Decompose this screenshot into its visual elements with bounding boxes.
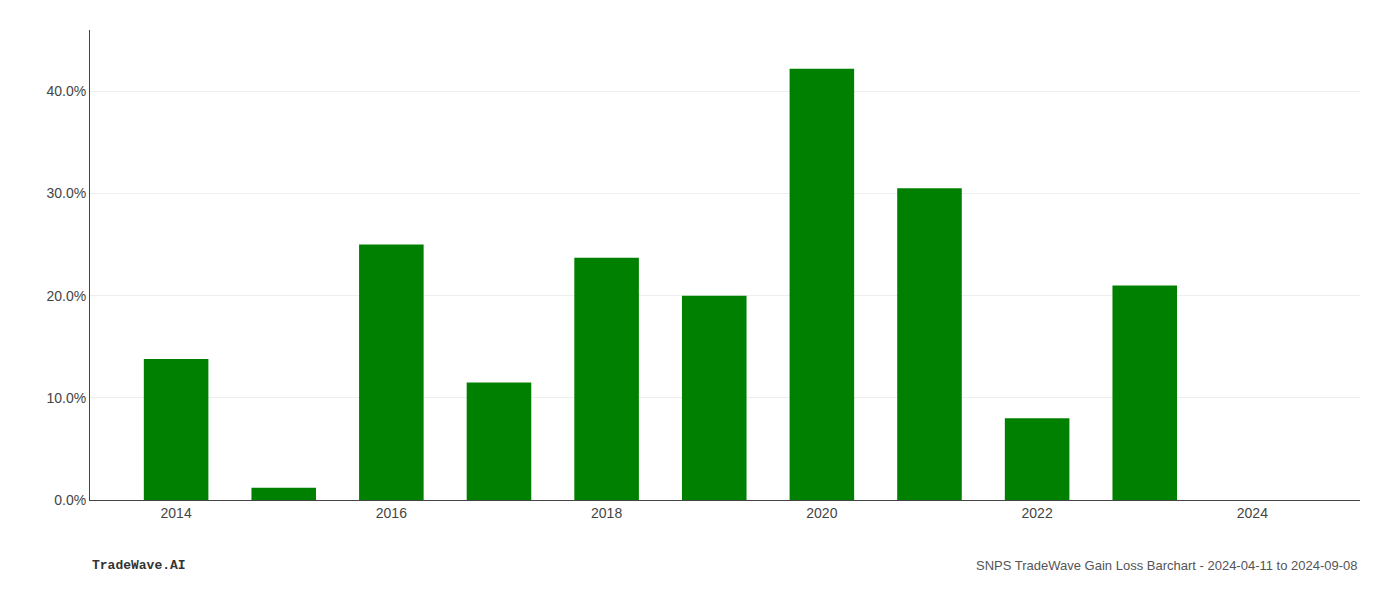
svg-text:10.0%: 10.0% (46, 390, 86, 406)
svg-text:2022: 2022 (1022, 505, 1053, 521)
svg-text:2018: 2018 (591, 505, 622, 521)
svg-text:20.0%: 20.0% (46, 288, 86, 304)
svg-text:0.0%: 0.0% (54, 492, 86, 508)
svg-text:2024: 2024 (1237, 505, 1268, 521)
svg-text:2020: 2020 (806, 505, 837, 521)
svg-text:TradeWave.AI: TradeWave.AI (92, 558, 186, 573)
svg-text:30.0%: 30.0% (46, 185, 86, 201)
svg-text:40.0%: 40.0% (46, 83, 86, 99)
svg-text:SNPS TradeWave Gain Loss Barch: SNPS TradeWave Gain Loss Barchart - 2024… (976, 558, 1358, 573)
svg-text:2016: 2016 (376, 505, 407, 521)
svg-text:2014: 2014 (161, 505, 192, 521)
